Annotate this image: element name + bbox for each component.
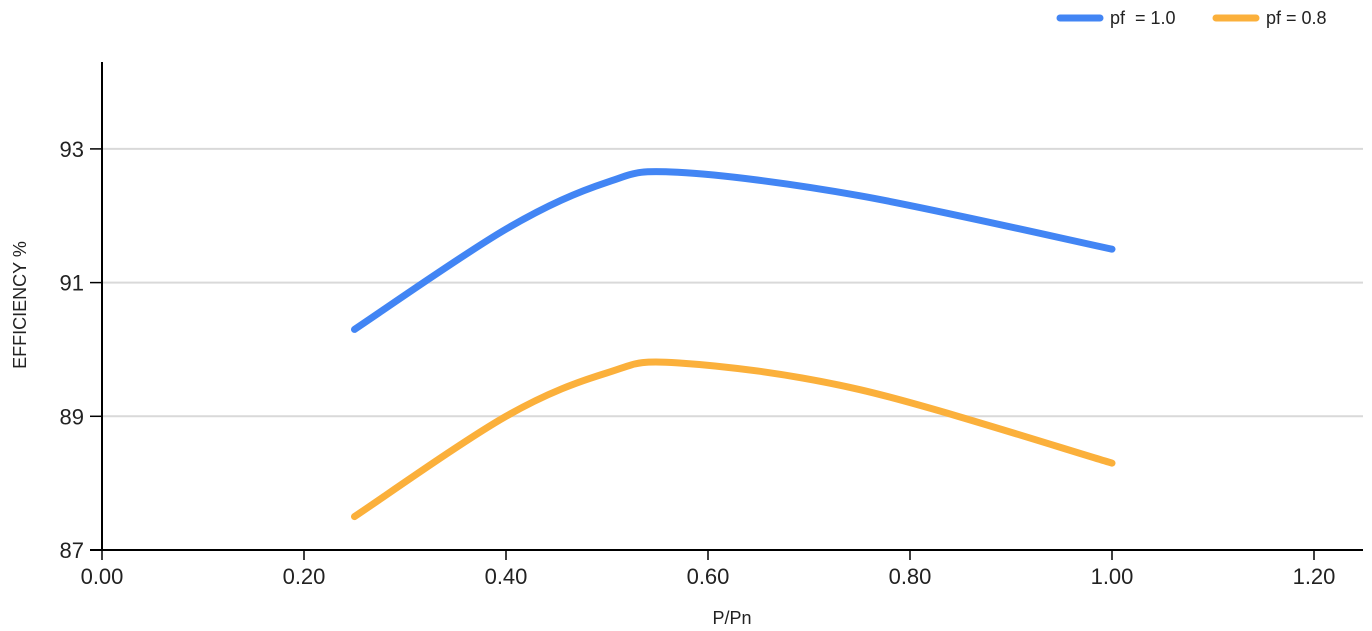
legend-label: pf = 0.8 (1266, 8, 1327, 28)
tick-group: 87 89 91 93 0.00 0.20 0.40 0.60 0.80 1.00 1.20 (60, 137, 1336, 589)
x-tick-label: 0.80 (889, 564, 932, 589)
y-axis-title: EFFICIENCY % (10, 241, 30, 369)
y-tick-label: 93 (60, 137, 84, 162)
y-tick-label: 89 (60, 404, 84, 429)
series-group (351, 168, 1116, 521)
x-tick-label: 1.20 (1293, 564, 1336, 589)
series-line-1 (351, 168, 1116, 333)
x-axis-title: P/Pn (712, 608, 751, 628)
x-tick-label: 0.40 (485, 564, 528, 589)
x-tick-label: 0.00 (81, 564, 124, 589)
legend-label: pf = 1.0 (1110, 8, 1176, 28)
y-tick-label: 87 (60, 538, 84, 563)
x-tick-label: 1.00 (1091, 564, 1134, 589)
y-tick-label: 91 (60, 271, 84, 296)
grid-lines (102, 147, 1363, 418)
series-line-2 (351, 358, 1116, 521)
legend: pf = 1.0 pf = 0.8 (1056, 8, 1327, 28)
x-tick-label: 0.60 (687, 564, 730, 589)
x-tick-label: 0.20 (283, 564, 326, 589)
